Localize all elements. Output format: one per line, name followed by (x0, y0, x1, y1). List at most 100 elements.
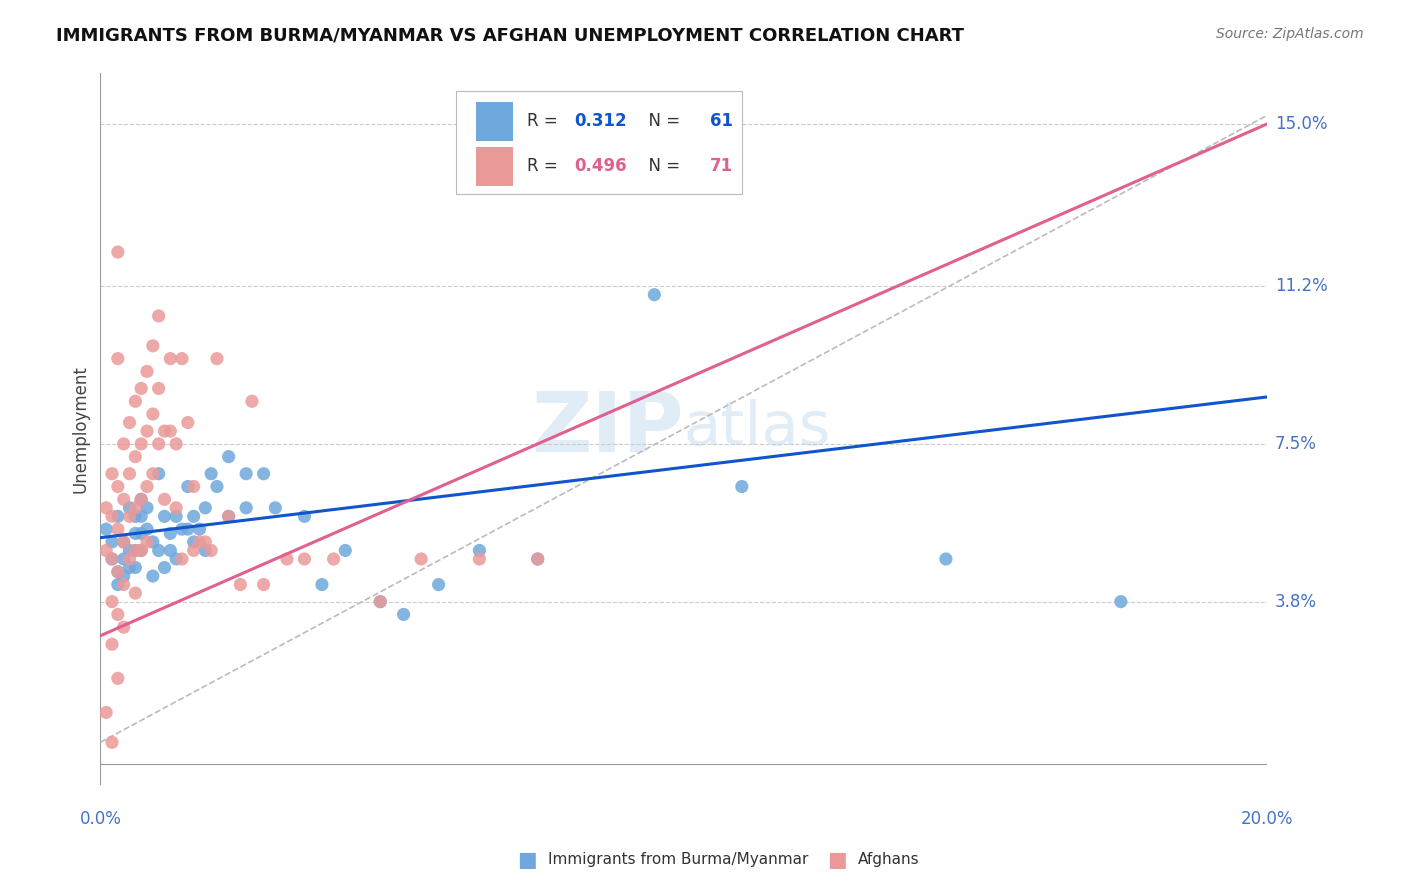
Point (218, 509, 240, 524)
Text: 0.496: 0.496 (574, 157, 627, 176)
Point (368, 594, 391, 608)
Point (118, 467, 141, 481)
Point (142, 467, 165, 481)
Text: 0.312: 0.312 (574, 112, 627, 130)
Point (118, 500, 141, 515)
Point (142, 569, 165, 583)
Point (96, 522, 118, 536)
Point (129, 509, 152, 524)
Text: 3.8%: 3.8% (1275, 592, 1317, 611)
Point (335, 543, 357, 558)
Point (124, 543, 146, 558)
Point (200, 467, 222, 481)
Point (177, 522, 200, 536)
Point (468, 543, 491, 558)
Point (409, 552, 432, 566)
Point (322, 552, 344, 566)
Point (526, 552, 548, 566)
Point (643, 287, 665, 301)
Point (118, 543, 141, 558)
Point (229, 577, 252, 591)
Point (124, 450, 146, 464)
Text: Source: ZipAtlas.com: Source: ZipAtlas.com (1216, 27, 1364, 41)
Point (276, 552, 298, 566)
Point (107, 577, 129, 591)
Text: atlas: atlas (683, 400, 831, 458)
Point (112, 492, 135, 507)
Point (235, 467, 257, 481)
Point (200, 543, 222, 558)
Point (294, 552, 316, 566)
Point (107, 565, 129, 579)
Point (101, 594, 124, 608)
Point (118, 509, 141, 524)
Point (129, 381, 152, 395)
Point (101, 509, 124, 524)
Point (526, 552, 548, 566)
Point (148, 467, 170, 481)
Y-axis label: Unemployment: Unemployment (72, 365, 89, 493)
Point (218, 509, 240, 524)
Point (159, 526, 181, 541)
Point (585, 151, 607, 165)
Point (153, 492, 176, 507)
Point (101, 467, 124, 481)
Point (112, 569, 135, 583)
Point (101, 552, 124, 566)
Point (427, 577, 450, 591)
Point (205, 479, 228, 493)
Text: Afghans: Afghans (858, 853, 920, 867)
Point (170, 522, 193, 536)
Point (112, 577, 135, 591)
Point (136, 364, 159, 378)
Point (107, 607, 129, 622)
Text: ZIP: ZIP (531, 388, 683, 469)
Point (165, 437, 187, 451)
Point (129, 492, 152, 507)
Point (165, 552, 187, 566)
Point (188, 535, 211, 549)
Point (159, 351, 181, 366)
Point (170, 552, 193, 566)
Point (294, 509, 316, 524)
Point (107, 509, 129, 524)
Point (935, 552, 957, 566)
Point (194, 543, 217, 558)
Point (183, 535, 205, 549)
Point (107, 671, 129, 685)
Point (96, 500, 118, 515)
Text: 20.0%: 20.0% (1240, 810, 1294, 828)
Text: R =: R = (527, 157, 564, 176)
Point (183, 509, 205, 524)
Point (112, 535, 135, 549)
Point (218, 450, 240, 464)
Point (107, 351, 129, 366)
Point (240, 394, 263, 409)
Text: 61: 61 (710, 112, 734, 130)
Text: IMMIGRANTS FROM BURMA/MYANMAR VS AFGHAN UNEMPLOYMENT CORRELATION CHART: IMMIGRANTS FROM BURMA/MYANMAR VS AFGHAN … (56, 27, 965, 45)
Point (112, 620, 135, 634)
Point (159, 424, 181, 438)
Point (112, 437, 135, 451)
Point (170, 351, 193, 366)
Point (153, 424, 176, 438)
Bar (475, 147, 513, 186)
Point (129, 526, 152, 541)
Point (129, 543, 152, 558)
FancyBboxPatch shape (456, 91, 742, 194)
Point (148, 309, 170, 323)
Text: Immigrants from Burma/Myanmar: Immigrants from Burma/Myanmar (548, 853, 808, 867)
Point (159, 543, 181, 558)
Point (177, 479, 200, 493)
Point (136, 522, 159, 536)
Point (136, 424, 159, 438)
Point (177, 416, 200, 430)
Point (96, 706, 118, 720)
Point (124, 586, 146, 600)
Point (124, 509, 146, 524)
Point (188, 522, 211, 536)
Point (118, 552, 141, 566)
Point (148, 381, 170, 395)
Point (194, 500, 217, 515)
Point (142, 407, 165, 421)
